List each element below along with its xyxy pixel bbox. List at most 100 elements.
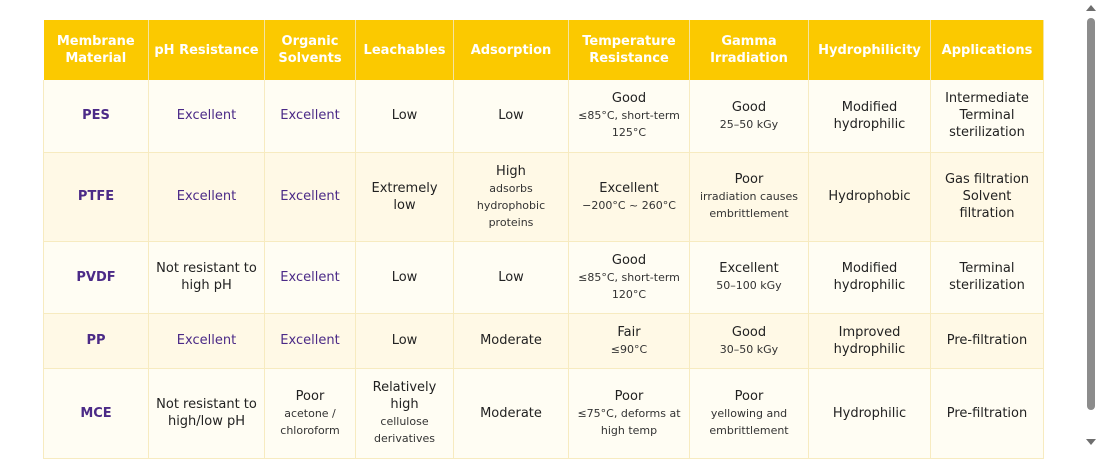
- column-header: Membrane Material: [43, 20, 149, 80]
- cell-main: High: [496, 163, 526, 179]
- cell-main: Excellent: [599, 180, 659, 196]
- cell-main: Excellent: [719, 261, 779, 276]
- cell-main: Low: [391, 108, 418, 124]
- cell-main: Fair: [617, 324, 641, 340]
- leachables-cell: Extremely low: [355, 152, 454, 242]
- scroll-up-arrow-icon[interactable]: [1086, 5, 1096, 11]
- cell-sub: ≤85°C, short-term 120°C: [578, 270, 680, 301]
- cell-main: Poor: [734, 388, 764, 404]
- vertical-scrollbar[interactable]: [1084, 0, 1098, 450]
- cell-main: Good: [731, 324, 767, 340]
- cell-main: Low: [498, 108, 524, 124]
- adsorption-cell: Low: [453, 80, 569, 153]
- applications-cell: Pre-filtration: [930, 368, 1044, 459]
- cell-main: Low: [498, 269, 524, 285]
- scroll-down-arrow-icon[interactable]: [1086, 439, 1096, 445]
- table-row: MCE Not resistant to high/low pH Poor ace…: [43, 368, 1044, 459]
- material-cell: PP: [43, 313, 149, 369]
- cell-main: Excellent: [280, 189, 340, 204]
- cell-main: Low: [391, 269, 418, 285]
- hydrophilicity-cell: Modified hydrophilic: [808, 80, 931, 153]
- cell-sub: 30–50 kGy: [719, 342, 779, 356]
- leachables-cell: Low: [355, 80, 454, 153]
- solvents-cell: Excellent: [264, 241, 356, 314]
- cell-main: Poor: [734, 172, 764, 187]
- cell-main: Excellent: [280, 108, 340, 124]
- leachables-cell: Low: [355, 313, 454, 369]
- column-header: pH Resistance: [148, 20, 265, 80]
- cell-main: Excellent: [280, 333, 340, 348]
- table-row: PVDF Not resistant to high pH Excellent …: [43, 241, 1044, 314]
- cell-main: Poor: [295, 388, 325, 404]
- cell-main: Excellent: [280, 269, 340, 285]
- cell-main: Good: [611, 252, 647, 268]
- cell-main: Low: [391, 333, 418, 348]
- table-header-row: Membrane Material pH Resistance Organic …: [43, 20, 1044, 80]
- ph-cell: Not resistant to high/low pH: [148, 368, 265, 459]
- gamma-cell: Good 30–50 kGy: [689, 313, 809, 369]
- cell-sub: 25–50 kGy: [719, 117, 779, 131]
- solvents-cell: Excellent: [264, 313, 356, 369]
- material-cell: PVDF: [43, 241, 149, 314]
- adsorption-cell: Moderate: [453, 313, 569, 369]
- cell-main: Moderate: [480, 405, 542, 421]
- leachables-cell: Low: [355, 241, 454, 314]
- cell-main: Extremely low: [371, 180, 438, 213]
- cell-main: Relatively high: [372, 380, 437, 412]
- scrollbar-thumb[interactable]: [1087, 18, 1095, 410]
- material-cell: PTFE: [43, 152, 149, 242]
- column-header: Applications: [930, 20, 1044, 80]
- column-header: Leachables: [355, 20, 454, 80]
- cell-sub: ≤85°C, short-term 125°C: [578, 109, 680, 140]
- ph-cell: Excellent: [148, 313, 265, 369]
- temperature-cell: Fair ≤90°C: [568, 313, 690, 369]
- table-row: PTFE Excellent Excellent Extremely low H…: [43, 152, 1044, 242]
- table-row: PP Excellent Excellent Low Moderate Fair…: [43, 313, 1044, 369]
- adsorption-cell: Moderate: [453, 368, 569, 459]
- applications-cell: Pre-filtration: [930, 313, 1044, 369]
- column-header: Hydrophilicity: [808, 20, 931, 80]
- adsorption-cell: High adsorbs hydrophobic proteins: [453, 152, 569, 242]
- adsorption-cell: Low: [453, 241, 569, 314]
- applications-cell: Terminal sterilization: [930, 241, 1044, 314]
- cell-sub: ≤90°C: [610, 342, 648, 356]
- hydrophilicity-cell: Improved hydrophilic: [808, 313, 931, 369]
- applications-cell: Intermediate Terminal sterilization: [930, 80, 1044, 153]
- solvents-cell: Poor acetone / chloroform: [264, 368, 356, 459]
- ph-cell: Excellent: [148, 80, 265, 153]
- column-header: Organic Solvents: [264, 20, 356, 80]
- cell-sub: 50–100 kGy: [716, 279, 782, 292]
- comparison-table-container: Membrane Material pH Resistance Organic …: [43, 20, 1044, 459]
- temperature-cell: Good ≤85°C, short-term 120°C: [568, 241, 690, 314]
- material-cell: PES: [43, 80, 149, 153]
- ph-cell: Not resistant to high pH: [148, 241, 265, 314]
- gamma-cell: Poor yellowing and embrittlement: [689, 368, 809, 459]
- cell-main: Good: [731, 99, 767, 115]
- cell-sub: adsorbs hydrophobic proteins: [476, 181, 546, 229]
- cell-main: Poor: [614, 388, 644, 404]
- cell-main: Moderate: [480, 333, 542, 348]
- gamma-cell: Poor irradiation causes embrittlement: [689, 152, 809, 242]
- cell-sub: acetone / chloroform: [280, 406, 340, 437]
- hydrophilicity-cell: Modified hydrophilic: [808, 241, 931, 314]
- column-header: Gamma Irradiation: [689, 20, 809, 80]
- ph-cell: Excellent: [148, 152, 265, 242]
- column-header: Adsorption: [453, 20, 569, 80]
- hydrophilicity-cell: Hydrophobic: [808, 152, 931, 242]
- cell-sub: ≤75°C, deforms at high temp: [577, 406, 681, 437]
- material-cell: MCE: [43, 368, 149, 459]
- cell-main: Good: [611, 91, 647, 107]
- gamma-cell: Good 25–50 kGy: [689, 80, 809, 153]
- table-row: PES Excellent Excellent Low Low Good ≤85°…: [43, 80, 1044, 153]
- cell-sub: irradiation causes embrittlement: [700, 190, 798, 220]
- cell-sub: cellulose derivatives: [374, 415, 435, 445]
- gamma-cell: Excellent 50–100 kGy: [689, 241, 809, 314]
- leachables-cell: Relatively high cellulose derivatives: [355, 368, 454, 459]
- membrane-comparison-table: Membrane Material pH Resistance Organic …: [43, 20, 1044, 459]
- solvents-cell: Excellent: [264, 80, 356, 153]
- temperature-cell: Good ≤85°C, short-term 125°C: [568, 80, 690, 153]
- column-header: Temperature Resistance: [568, 20, 690, 80]
- solvents-cell: Excellent: [264, 152, 356, 242]
- cell-sub: yellowing and embrittlement: [709, 406, 789, 437]
- temperature-cell: Excellent −200°C ~ 260°C: [568, 152, 690, 242]
